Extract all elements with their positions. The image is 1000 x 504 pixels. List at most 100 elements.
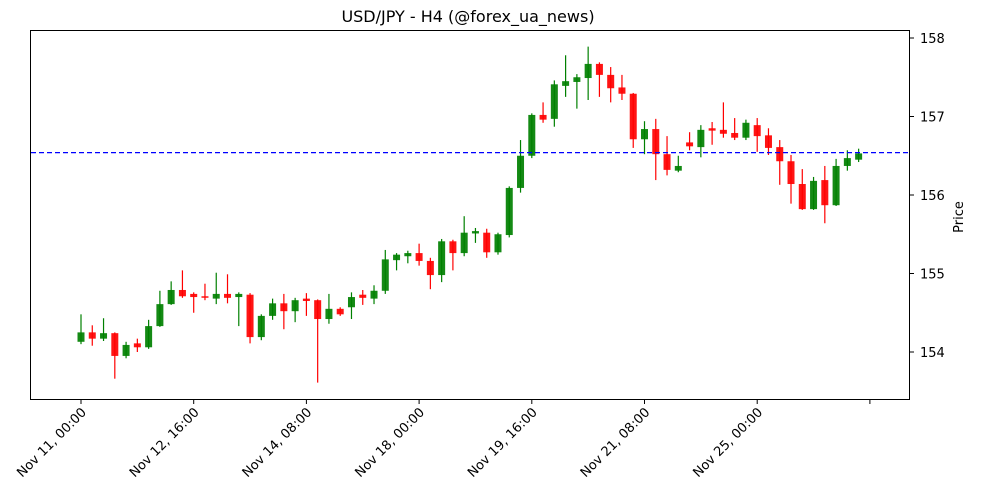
candle-body bbox=[641, 129, 648, 140]
plot-frame bbox=[30, 30, 910, 400]
candle-body bbox=[133, 343, 141, 348]
candle-bullish bbox=[528, 113, 536, 159]
x-axis: Nov 11, 00:00 Nov 12, 16:00 Nov 14, 08:00 N… bbox=[14, 400, 871, 481]
candle-body bbox=[404, 253, 412, 257]
candle-body bbox=[178, 289, 186, 297]
candle-body bbox=[347, 297, 355, 308]
candle-body bbox=[77, 332, 85, 342]
candle-body bbox=[855, 153, 863, 160]
candle-bullish bbox=[550, 80, 558, 127]
x-tick-label: Nov 19, 16:00 bbox=[465, 405, 541, 481]
y-tick-label: 158 bbox=[920, 32, 945, 47]
candle-bearish bbox=[618, 74, 626, 101]
candle-bullish bbox=[438, 238, 446, 283]
candle-bullish bbox=[674, 155, 682, 173]
candle-body bbox=[528, 114, 536, 156]
candle-body bbox=[325, 308, 333, 320]
candle-body bbox=[415, 253, 423, 261]
candle-body bbox=[494, 234, 502, 253]
candle-bullish bbox=[855, 148, 863, 163]
candle-body bbox=[167, 289, 175, 305]
candle-bearish bbox=[359, 289, 367, 305]
candle-body bbox=[100, 333, 108, 339]
candle-bullish bbox=[145, 319, 153, 349]
candle-bullish bbox=[562, 55, 570, 97]
candle-body bbox=[190, 293, 198, 298]
x-tick-label: Nov 14, 08:00 bbox=[240, 405, 316, 481]
candle-body bbox=[843, 158, 851, 166]
candle-bullish bbox=[257, 314, 265, 341]
candle-body bbox=[663, 154, 671, 170]
candle-body bbox=[798, 184, 806, 210]
candle-bullish bbox=[584, 46, 592, 101]
candle-body bbox=[471, 231, 479, 234]
candle-bullish bbox=[460, 216, 468, 257]
candle-body bbox=[674, 165, 682, 171]
candle-body bbox=[742, 122, 750, 138]
candle-body bbox=[787, 161, 795, 185]
candle-bearish bbox=[133, 338, 141, 352]
candle-bearish bbox=[483, 228, 491, 258]
candle-body bbox=[235, 293, 243, 298]
candle-bearish bbox=[708, 121, 716, 145]
candle-bearish bbox=[731, 118, 739, 141]
candle-body bbox=[652, 129, 660, 155]
candle-bearish bbox=[595, 62, 603, 97]
y-tick-label: 154 bbox=[920, 346, 945, 361]
candle-body bbox=[449, 241, 457, 254]
candle-bearish bbox=[821, 165, 829, 224]
candle-bullish bbox=[832, 158, 840, 206]
candle-body bbox=[505, 187, 513, 236]
candle-bullish bbox=[122, 341, 130, 359]
candle-body bbox=[269, 303, 277, 316]
candle-body bbox=[550, 84, 558, 119]
x-tick-label: Nov 18, 00:00 bbox=[352, 405, 428, 481]
candle-bearish bbox=[190, 292, 198, 313]
candle-body bbox=[607, 74, 615, 89]
candle-bullish bbox=[742, 119, 750, 141]
candle-body bbox=[336, 308, 344, 315]
candle-bullish bbox=[393, 253, 401, 271]
candle-bearish bbox=[663, 136, 671, 176]
candle-body bbox=[122, 344, 130, 356]
candle-body bbox=[517, 155, 525, 188]
candle-bearish bbox=[686, 132, 694, 151]
candle-bullish bbox=[843, 150, 851, 171]
y-tick-label: 157 bbox=[920, 111, 945, 126]
candle-bullish bbox=[404, 250, 412, 264]
candle-body bbox=[156, 304, 164, 327]
candle-body bbox=[731, 132, 739, 138]
candle-bullish bbox=[77, 314, 85, 345]
candle-bullish bbox=[269, 298, 277, 320]
candle-body bbox=[201, 296, 209, 298]
y-tick-label: 156 bbox=[920, 189, 945, 204]
candle-bullish bbox=[381, 249, 389, 294]
x-tick-label: Nov 21, 08:00 bbox=[578, 405, 654, 481]
y-axis-label: Price bbox=[952, 201, 967, 233]
candle-body bbox=[708, 128, 716, 131]
candle-body bbox=[686, 142, 694, 147]
chart-title: USD/JPY - H4 (@forex_ua_news) bbox=[341, 7, 594, 27]
candle-body bbox=[257, 315, 265, 338]
candle-body bbox=[483, 232, 491, 253]
candle-body bbox=[460, 232, 468, 254]
candle-body bbox=[370, 290, 378, 299]
candle-body bbox=[359, 294, 367, 298]
candle-bearish bbox=[246, 293, 254, 344]
candle-bearish bbox=[753, 118, 761, 152]
x-tick-label: Nov 12, 16:00 bbox=[127, 405, 203, 481]
candle-body bbox=[280, 303, 288, 312]
candle-bearish bbox=[449, 239, 457, 271]
candle-bullish bbox=[471, 227, 479, 243]
candle-bearish bbox=[607, 67, 615, 103]
candle-body bbox=[224, 293, 232, 298]
candle-bullish bbox=[697, 125, 705, 158]
candle-bearish bbox=[280, 293, 288, 330]
candle-body bbox=[539, 114, 547, 120]
x-tick-label: Nov 25, 00:00 bbox=[691, 405, 767, 481]
candle-bullish bbox=[291, 297, 299, 323]
candle-body bbox=[832, 165, 840, 206]
candle-body bbox=[88, 332, 96, 339]
